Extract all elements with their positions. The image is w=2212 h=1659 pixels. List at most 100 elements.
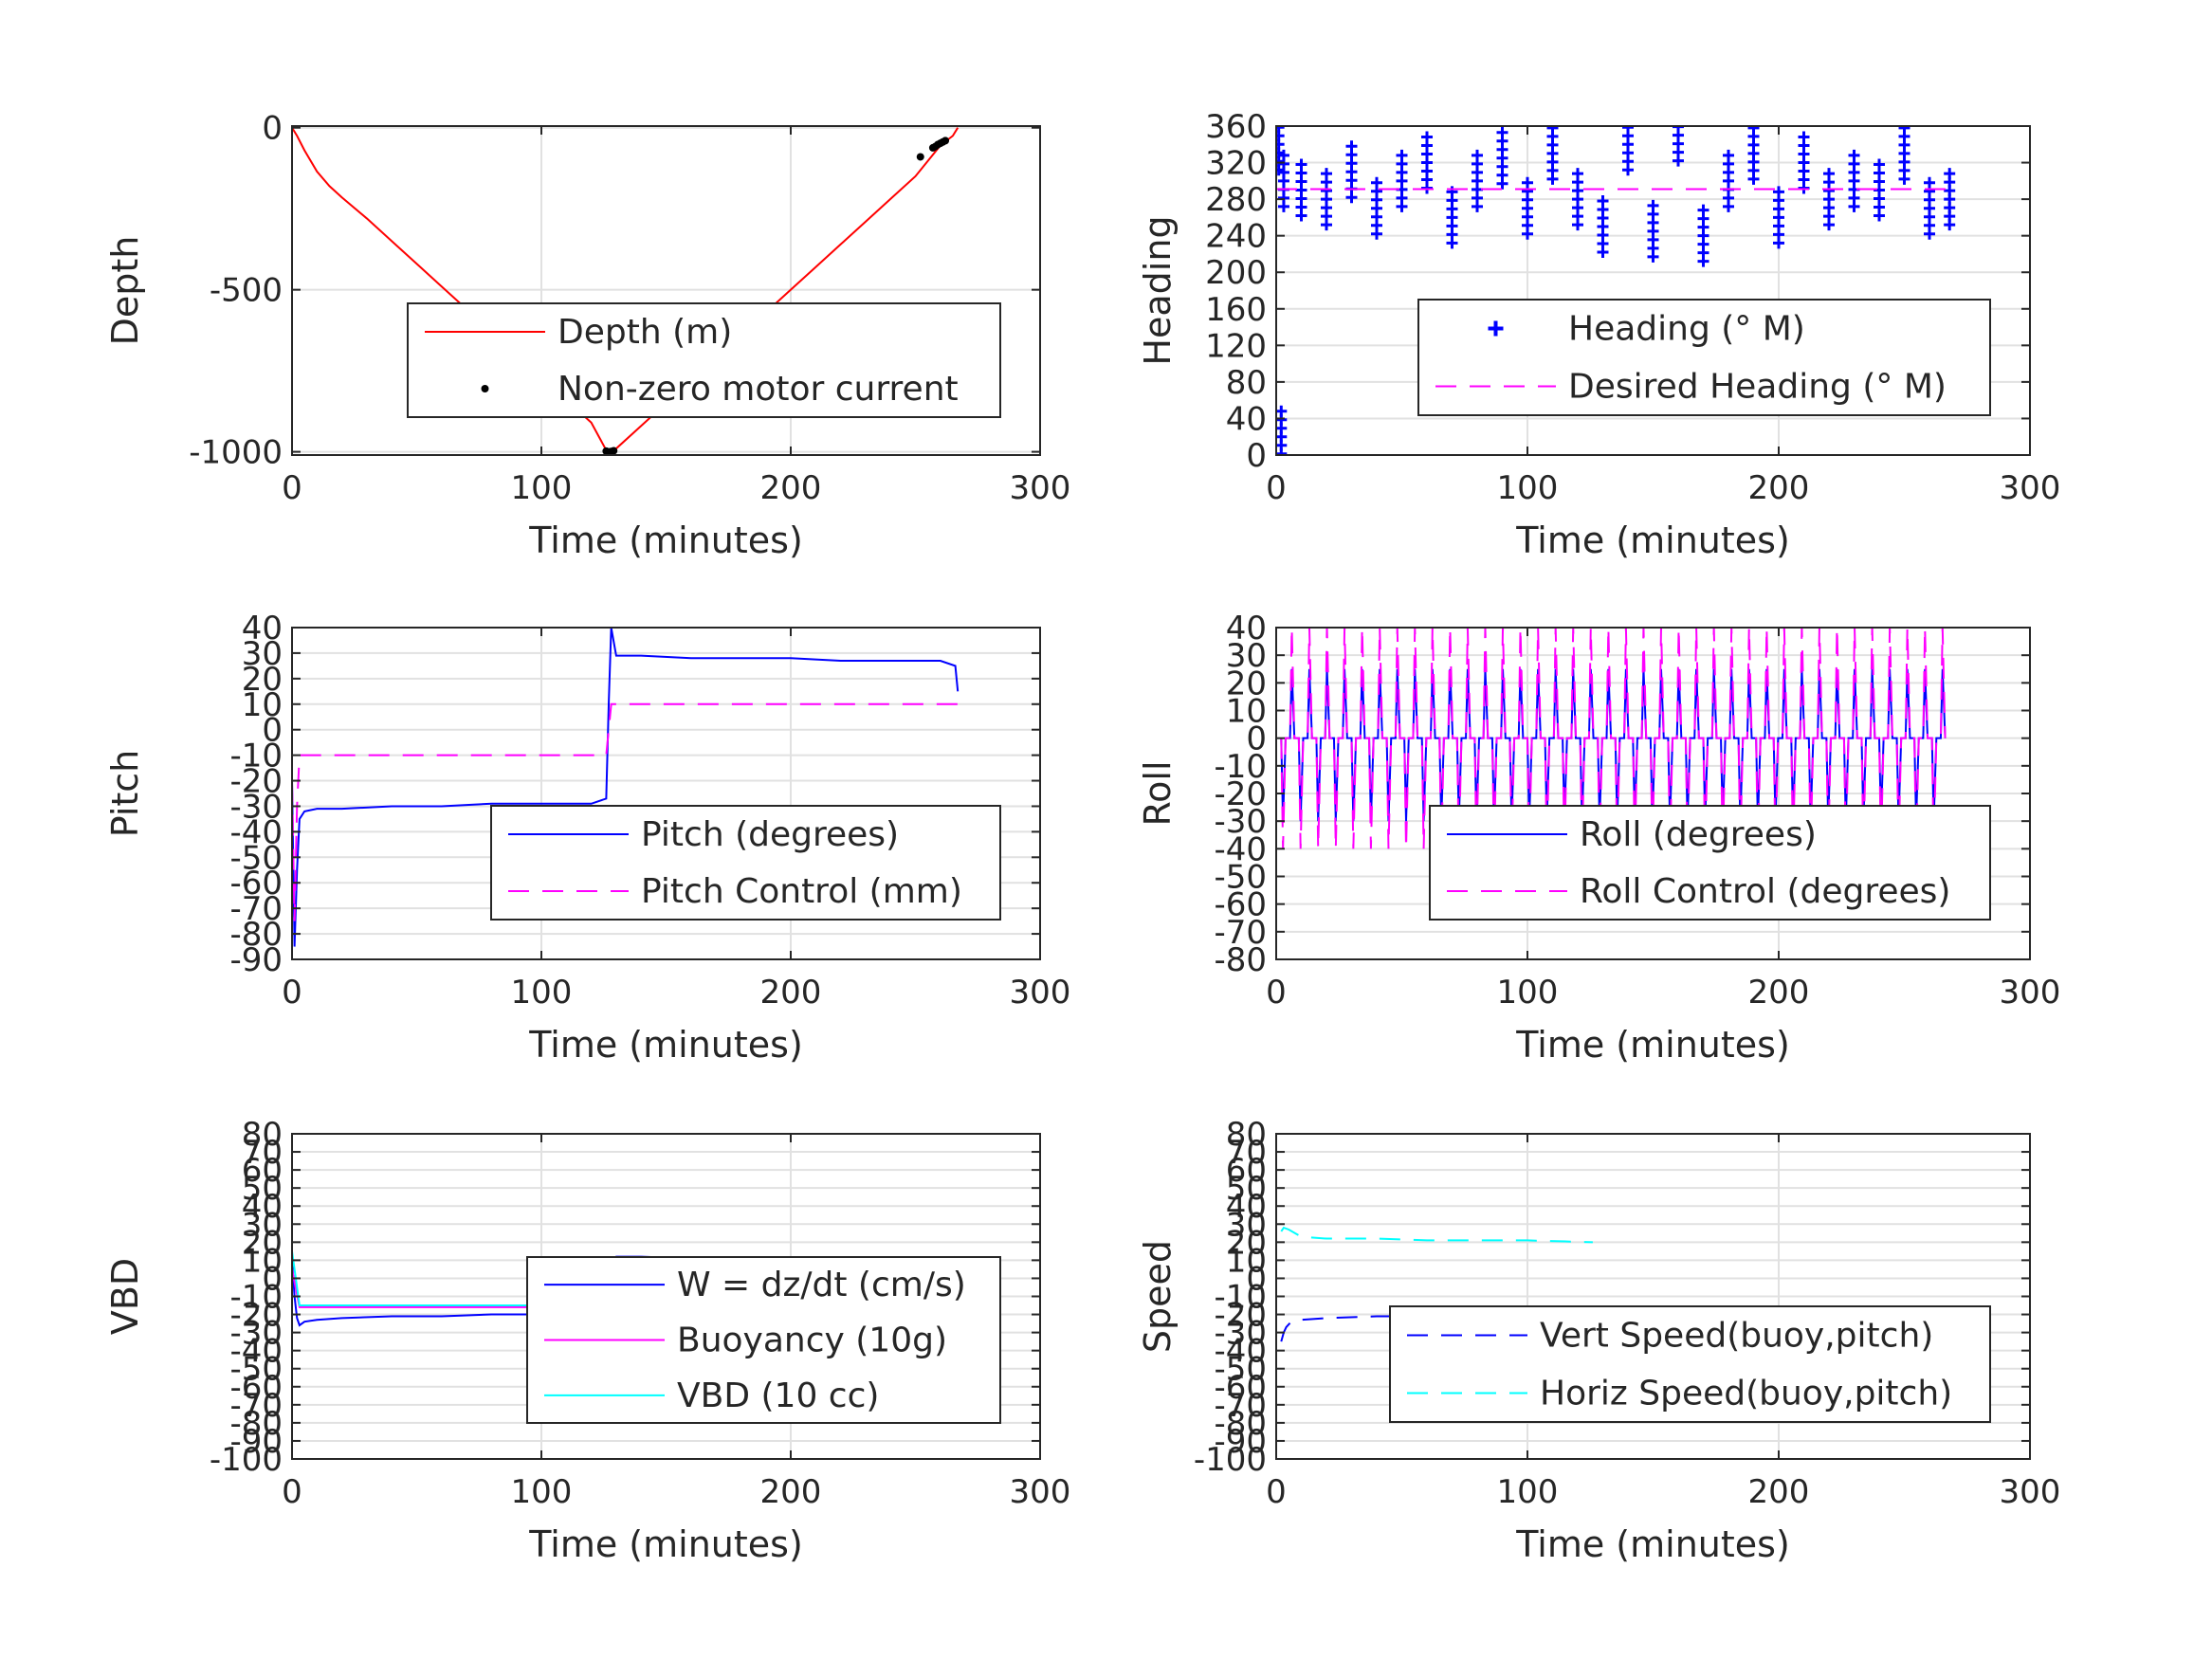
series-2-point — [916, 153, 924, 161]
y-tick-label: 20 — [1226, 665, 1267, 702]
x-tick-label: 300 — [1010, 974, 1071, 1012]
legend-label: Horiz Speed(buoy,pitch) — [1540, 1375, 1952, 1413]
x-tick-label: 300 — [2000, 469, 2061, 507]
y-tick-label: -20 — [1214, 775, 1267, 813]
legend: Vert Speed(buoy,pitch) Horiz Speed(buoy,p… — [1389, 1305, 1991, 1423]
y-tick-label: 30 — [242, 635, 283, 673]
series-1-line — [1280, 1311, 1593, 1342]
series-1-marker — [1697, 255, 1709, 267]
legend-marker — [1488, 320, 1504, 337]
y-tick-label: 0 — [1246, 437, 1267, 475]
x-tick-label: 0 — [1266, 974, 1287, 1012]
series-1-marker — [1723, 200, 1734, 212]
legend-label: Depth (m) — [558, 313, 732, 352]
y-tick-label: 80 — [1226, 1116, 1267, 1154]
legend-label: Roll (degrees) — [1580, 815, 1817, 854]
series-1-marker — [1277, 200, 1289, 212]
y-tick-label: -60 — [229, 865, 283, 902]
legend: Depth (m) Non-zero motor current — [407, 302, 1001, 418]
y-tick-label: 10 — [242, 1242, 283, 1280]
series-1-marker — [1924, 228, 1935, 240]
y-tick-label: -40 — [1214, 830, 1267, 868]
legend-box — [1389, 1305, 1991, 1423]
series-1-marker — [1647, 250, 1659, 263]
x-axis-label: Time (minutes) — [528, 1523, 803, 1565]
y-tick-label: -30 — [229, 1315, 283, 1353]
y-tick-label: -70 — [229, 1387, 283, 1425]
data-layer — [1280, 628, 1947, 849]
y-tick-label: 240 — [1205, 218, 1267, 256]
y-tick-label: -60 — [1214, 886, 1267, 924]
series-1-marker — [1673, 113, 1684, 124]
series-1-marker — [1295, 210, 1307, 222]
y-axis-label: Speed — [1137, 1240, 1179, 1353]
x-tick-label: 0 — [1266, 1473, 1287, 1511]
series-1-marker — [1747, 173, 1760, 185]
series-1-marker — [1773, 237, 1784, 249]
x-tick-label: 200 — [760, 469, 822, 507]
series-1-marker — [1673, 104, 1684, 116]
y-tick-label: 160 — [1205, 291, 1267, 329]
axes-box — [1275, 125, 2031, 456]
y-tick-label: 60 — [242, 1152, 283, 1190]
legend-label: W = dz/dt (cm/s) — [677, 1266, 966, 1304]
x-tick-label: 100 — [511, 974, 573, 1012]
y-tick-label: -90 — [229, 1423, 283, 1461]
y-tick-label: 0 — [1246, 1260, 1267, 1298]
legend-box — [1417, 299, 1991, 416]
y-tick-label: 0 — [1246, 720, 1267, 758]
series-1-marker — [1622, 164, 1634, 176]
y-tick-label: 320 — [1205, 145, 1267, 183]
y-axis-label: Roll — [1137, 760, 1179, 826]
y-tick-label: 280 — [1205, 181, 1267, 219]
x-tick-label: 200 — [760, 1473, 822, 1511]
y-tick-label: -80 — [229, 1405, 283, 1443]
y-tick-label: 20 — [1226, 1224, 1267, 1262]
legend-box — [1429, 805, 1991, 921]
series-2-point — [941, 137, 950, 145]
series-2-line — [292, 702, 959, 921]
y-tick-label: -50 — [1214, 859, 1267, 897]
y-tick-label: -60 — [229, 1369, 283, 1407]
y-tick-label: -80 — [1214, 941, 1267, 979]
x-tick-label: 100 — [511, 1473, 573, 1511]
legend-box — [490, 805, 1001, 921]
y-tick-label: 10 — [1226, 1242, 1267, 1280]
series-2-point — [610, 447, 618, 455]
series-1-marker — [1273, 113, 1285, 124]
y-tick-label: -70 — [1214, 1387, 1267, 1425]
y-tick-label: -50 — [1214, 1351, 1267, 1389]
y-tick-label: -90 — [229, 941, 283, 979]
y-tick-label: 30 — [1226, 1206, 1267, 1244]
data-layer — [292, 628, 960, 947]
legend-label: Heading (° M) — [1568, 310, 1805, 349]
x-tick-label: 100 — [1497, 469, 1559, 507]
y-axis-label: Heading — [1137, 215, 1179, 365]
legend-label: Roll Control (degrees) — [1580, 872, 1950, 911]
x-axis-label: Time (minutes) — [528, 1024, 803, 1066]
x-axis-label: Time (minutes) — [1515, 520, 1790, 561]
y-tick-label: 30 — [1226, 637, 1267, 675]
legend-label: Buoyancy (10g) — [677, 1322, 947, 1360]
series-1-marker — [1276, 447, 1288, 455]
y-tick-label: -10 — [1214, 748, 1267, 786]
series-1-marker — [1898, 173, 1910, 185]
x-tick-label: 0 — [282, 469, 302, 507]
x-tick-label: 300 — [1010, 469, 1071, 507]
y-tick-label: 70 — [242, 1134, 283, 1172]
series-1-marker — [1345, 191, 1358, 204]
x-tick-label: 0 — [282, 974, 302, 1012]
x-tick-label: 300 — [2000, 974, 2061, 1012]
data-layer — [1280, 1226, 1593, 1342]
series-1-marker — [1673, 155, 1684, 167]
y-tick-label: 0 — [262, 712, 283, 750]
x-tick-label: 100 — [511, 469, 573, 507]
series-1-marker — [1823, 219, 1835, 231]
y-tick-label: 50 — [1226, 1170, 1267, 1208]
subplot-2: 0 100 200 30004080120160200240280320360Time… — [1137, 104, 2061, 561]
subplot-5: 0 100 200 300-100-90-80-70-60-50-40-30-20-1… — [104, 1116, 1070, 1565]
series-1-marker — [1622, 113, 1634, 124]
y-tick-label: 40 — [1226, 1188, 1267, 1226]
legend-label: Pitch Control (mm) — [641, 872, 962, 911]
